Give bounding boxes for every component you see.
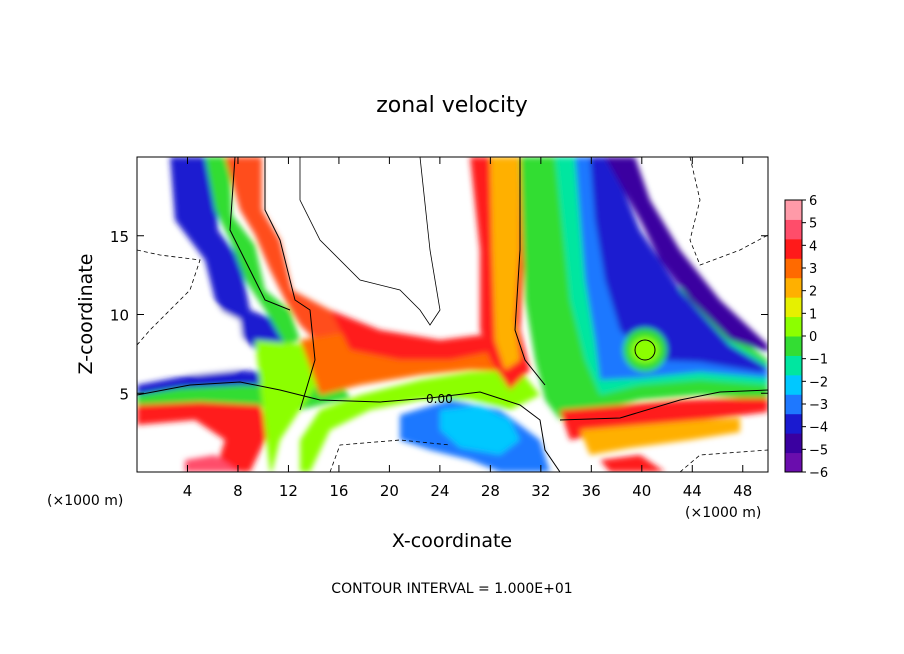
- contour-lines: [137, 157, 768, 472]
- colorbar-tick-label: 5: [809, 217, 817, 232]
- colorbar-tick-label: −1: [809, 353, 828, 368]
- colorbar-swatch: [785, 355, 802, 376]
- colorbar-swatch: [785, 258, 802, 279]
- x-unit-label-right: (×1000 m): [685, 505, 761, 521]
- x-tick-label: 24: [430, 482, 449, 500]
- x-tick-label: 28: [481, 482, 500, 500]
- colorbar-swatch: [785, 200, 802, 220]
- colorbar-swatch: [785, 219, 802, 240]
- x-tick-label: 32: [531, 482, 550, 500]
- colorbar-swatch: [785, 374, 802, 395]
- colorbar-tick-label: 3: [809, 262, 817, 277]
- colorbar-swatch: [785, 297, 802, 318]
- x-tick-label: 12: [279, 482, 298, 500]
- colorbar-tick-label: −5: [809, 443, 828, 458]
- x-axis-label: X-coordinate: [392, 530, 512, 552]
- colorbar-tick-label: −6: [809, 466, 828, 481]
- plot-area: 0.00: [137, 157, 768, 472]
- colorbar-tick-label: 2: [809, 285, 817, 300]
- colorbar-tick-label: −4: [809, 421, 828, 436]
- contour-interval-note: CONTOUR INTERVAL = 1.000E+01: [331, 581, 572, 597]
- x-tick-label: 8: [233, 482, 243, 500]
- x-tick-label: 36: [582, 482, 601, 500]
- x-tick-label: 20: [380, 482, 399, 500]
- colorbar-swatch: [785, 433, 802, 454]
- x-tick-label: 4: [183, 482, 193, 500]
- colorbar-swatch: [785, 316, 802, 337]
- colorbar-tick-label: −3: [809, 398, 828, 413]
- x-tick-label: 48: [733, 482, 752, 500]
- colorbar-tick-label: 1: [809, 307, 817, 322]
- x-unit-label-left: (×1000 m): [47, 493, 123, 509]
- colorbar-swatch: [785, 394, 802, 415]
- y-tick-label: 5: [119, 385, 129, 403]
- colorbar-swatch: [785, 413, 802, 434]
- x-axis: 4 8 12 16 20 24 28 32 36 40 44 48: [183, 157, 752, 500]
- colorbar: 6 5 4 3 2 1 0 −1 −2 −3 −4 −5 −6: [784, 194, 828, 481]
- colorbar-tick-label: 6: [809, 194, 817, 209]
- x-tick-label: 16: [329, 482, 348, 500]
- x-tick-label: 40: [632, 482, 651, 500]
- x-tick-label: 44: [683, 482, 702, 500]
- contour-label: 0.00: [426, 392, 453, 406]
- colorbar-tick-label: −2: [809, 375, 828, 390]
- chart-title: zonal velocity: [376, 93, 528, 118]
- y-tick-label: 15: [110, 228, 129, 246]
- colorbar-tick-label: 4: [809, 239, 817, 254]
- colorbar-swatch: [785, 452, 802, 473]
- y-axis-label: Z-coordinate: [75, 254, 97, 375]
- y-axis: 5 10 15: [110, 228, 768, 403]
- colorbar-swatch: [785, 336, 802, 356]
- colorbar-tick-label: 0: [809, 330, 817, 345]
- colorbar-swatch: [785, 277, 802, 298]
- colorbar-swatch: [785, 238, 802, 259]
- y-tick-label: 10: [110, 307, 129, 325]
